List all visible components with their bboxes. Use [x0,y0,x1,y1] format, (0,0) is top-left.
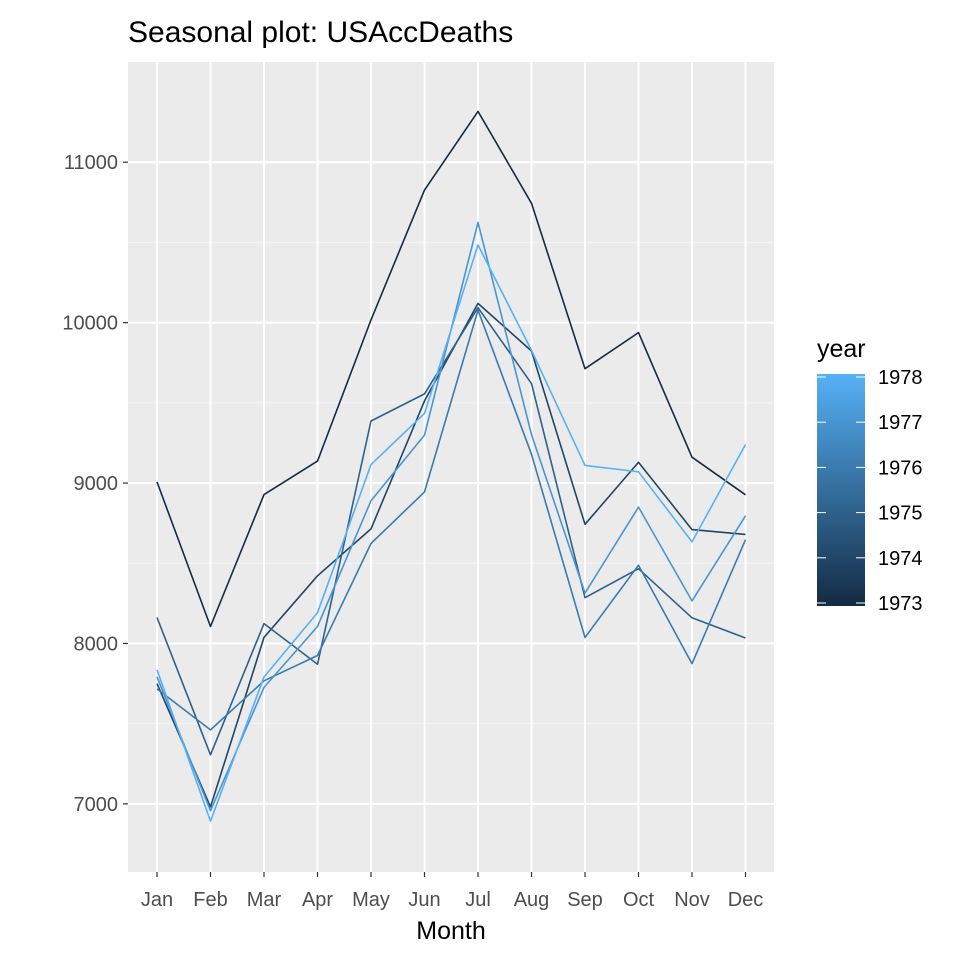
plot-panel [128,62,774,872]
x-tick-label: Sep [567,889,603,911]
x-tick-label: Aug [514,889,550,911]
y-tick-label: 11000 [64,152,118,174]
legend-label: 1978 [878,367,923,389]
x-tick-label: Nov [674,889,710,911]
x-tick-label: Mar [247,889,282,911]
y-axis: 7000 8000 9000 10000 11000 [62,152,128,816]
y-tick-label: 9000 [74,473,119,495]
x-tick-label: Oct [623,889,655,911]
legend-colorbar [817,374,865,606]
legend-label: 1973 [878,593,923,615]
series-line-1976 [156,309,747,731]
x-tick-label: Dec [728,889,764,911]
x-tick-label: Feb [193,889,227,911]
legend-label: 1975 [878,503,923,525]
y-tick-label: 8000 [74,633,119,655]
x-tick-label: Jul [465,889,491,911]
x-axis-title: Month [416,917,485,945]
chart-title: Seasonal plot: USAccDeaths [128,16,513,49]
legend-ticks: 1978 1977 1976 1975 1974 1973 [817,367,923,615]
legend: year 1978 1977 1976 1975 1974 1973 [817,335,923,615]
legend-label: 1976 [878,457,923,479]
x-tick-label: Jan [141,889,173,911]
x-tick-label: May [352,889,390,911]
x-axis: Jan Feb Mar Apr May Jun Jul Aug Sep Oct Nov Dec [141,872,763,911]
major-gridlines [128,62,774,872]
x-tick-label: Apr [302,889,333,911]
series-line-1973 [156,110,746,628]
legend-label: 1974 [878,548,923,570]
y-tick-label: 10000 [62,313,118,335]
series-line-1978 [156,244,747,823]
y-tick-label: 7000 [74,794,119,816]
legend-title: year [817,335,866,363]
x-tick-label: Jun [408,889,440,911]
series-line-1975 [156,306,746,756]
legend-label: 1977 [878,412,923,434]
series-lines [156,110,747,823]
